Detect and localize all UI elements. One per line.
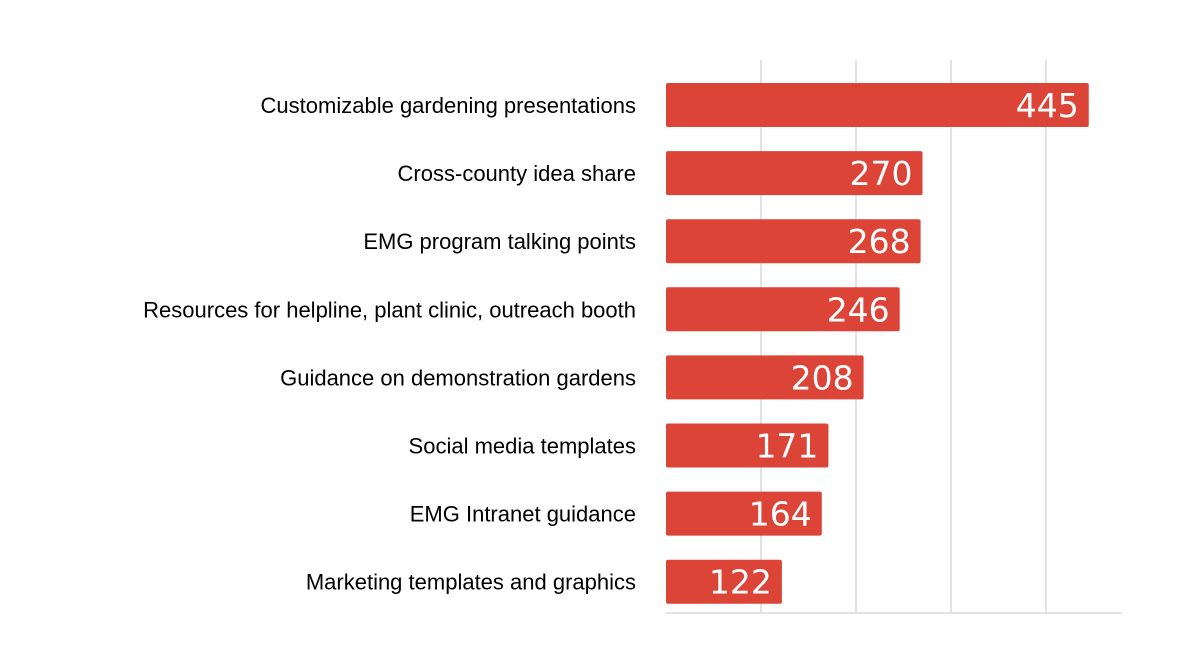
data-label: 268 [848,222,911,261]
bars: 445 270 268 246 208 171 164 122 [666,83,1089,604]
data-label: 246 [827,290,890,329]
bar [666,491,822,536]
bar [666,219,921,264]
category-label: Social media templates [409,434,636,459]
bar [666,559,782,604]
category-label: Marketing templates and graphics [306,570,636,595]
category-label: Customizable gardening presentations [261,93,636,118]
data-label: 122 [709,563,772,602]
data-label: 164 [749,495,812,534]
data-label: 445 [1016,86,1079,125]
data-label: 171 [755,427,818,466]
bar [666,423,829,468]
bar [666,287,900,332]
category-label: EMG Intranet guidance [410,502,636,527]
bar [666,83,1089,127]
category-label: EMG program talking points [363,229,636,254]
bar [666,151,923,196]
category-label: Resources for helpline, plant clinic, ou… [143,297,636,322]
category-labels: Customizable gardening presentations Cros… [143,93,636,595]
bar [666,355,864,400]
category-label: Cross-county idea share [398,161,636,186]
data-label: 270 [850,154,913,193]
data-label: 208 [791,358,854,397]
category-label: Guidance on demonstration gardens [280,365,636,390]
